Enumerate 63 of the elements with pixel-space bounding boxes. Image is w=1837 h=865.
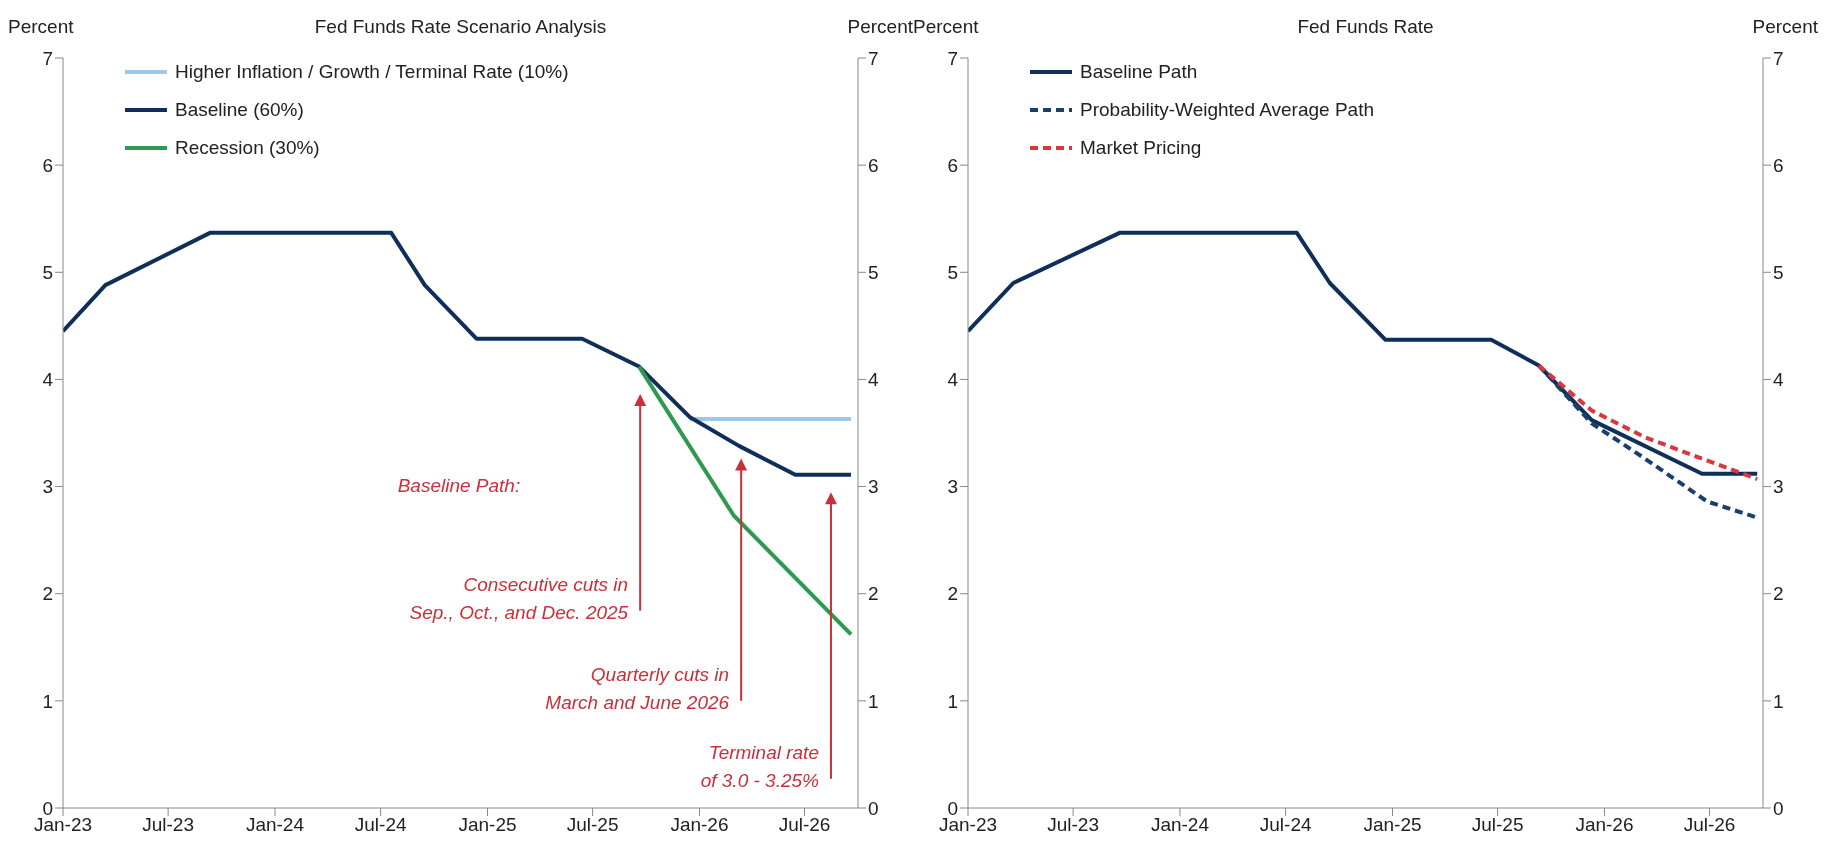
x-tick-label: Jul-26 — [1683, 814, 1736, 836]
y2-tick-label: 2 — [868, 583, 879, 605]
x-tick-label: Jan-24 — [1150, 814, 1210, 836]
y-tick-label: 6 — [947, 154, 958, 176]
annotation: Baseline Path: — [397, 475, 521, 497]
line-series — [1536, 363, 1760, 482]
x-tick-label: Jul-23 — [142, 814, 194, 836]
y2-tick-label: 6 — [868, 154, 879, 176]
y2-tick-label: 5 — [1773, 262, 1784, 284]
y-tick-label: 3 — [947, 476, 958, 498]
chart-title: Fed Funds Rate — [1297, 16, 1434, 37]
y-tick-label: 5 — [947, 262, 958, 284]
chart-title: Fed Funds Rate Scenario Analysis — [314, 16, 607, 37]
legend-label: Baseline Path — [1080, 60, 1198, 84]
x-tick-label: Jul-23 — [1047, 814, 1099, 836]
x-tick-label: Jan-25 — [1363, 814, 1422, 836]
legend-label: Probability-Weighted Average Path — [1080, 98, 1374, 122]
x-tick-label: Jul-26 — [778, 814, 831, 836]
x-tick-label: Jan-26 — [670, 814, 729, 836]
y2-tick-label: 6 — [1773, 154, 1784, 176]
y-tick-label: 1 — [947, 690, 958, 712]
x-tick-label: Jul-25 — [1471, 814, 1524, 836]
x-tick-label: Jan-24 — [245, 814, 305, 836]
x-tick-label: Jul-25 — [566, 814, 619, 836]
legend-label: Baseline (60%) — [175, 98, 304, 122]
legend-label: Higher Inflation / Growth / Terminal Rate (10%) — [175, 60, 569, 84]
y2-tick-label: 0 — [868, 797, 879, 819]
legend-label: Market Pricing — [1080, 136, 1202, 160]
x-tick-label: Jan-26 — [1575, 814, 1634, 836]
x-tick-label: Jul-24 — [354, 814, 407, 836]
y-axis-title: Percent — [8, 16, 74, 37]
x-tick-label: Jul-24 — [1259, 814, 1312, 836]
annotation: Quarterly cuts in March and June 2026 — [545, 663, 730, 713]
y-tick-label: 2 — [947, 583, 958, 605]
y2-tick-label: 3 — [868, 476, 879, 498]
annotation: Terminal rate of 3.0 - 3.25% — [700, 741, 820, 791]
y-tick-label: 3 — [42, 476, 53, 498]
y2-tick-label: 1 — [1773, 690, 1784, 712]
y-tick-label: 7 — [42, 47, 53, 69]
y2-tick-label: 3 — [1773, 476, 1784, 498]
y2-tick-label: 2 — [1773, 583, 1784, 605]
y2-tick-label: 7 — [1773, 47, 1784, 69]
line-series — [63, 230, 854, 477]
y2-tick-label: 7 — [868, 47, 879, 69]
y-tick-label: 2 — [42, 583, 53, 605]
y-tick-label: 6 — [42, 154, 53, 176]
y2-tick-label: 4 — [868, 369, 879, 391]
legend-label: Recession (30%) — [175, 136, 320, 160]
line-series — [968, 230, 1760, 476]
y2-axis-title: Percent — [847, 16, 913, 37]
y-tick-label: 4 — [42, 369, 54, 391]
y2-tick-label: 0 — [1773, 797, 1784, 819]
y-axis-title: Percent — [913, 16, 979, 37]
y-tick-label: 5 — [42, 262, 53, 284]
y-tick-label: 4 — [947, 369, 959, 391]
y-tick-label: 7 — [947, 47, 958, 69]
annotation: Consecutive cuts in Sep., Oct., and Dec. 2025 — [409, 573, 629, 623]
x-tick-label: Jan-25 — [458, 814, 517, 836]
y-tick-label: 1 — [42, 690, 53, 712]
y2-tick-label: 4 — [1773, 369, 1784, 391]
y2-tick-label: 1 — [868, 690, 879, 712]
y2-tick-label: 5 — [868, 262, 879, 284]
y2-axis-title: Percent — [1752, 16, 1818, 37]
